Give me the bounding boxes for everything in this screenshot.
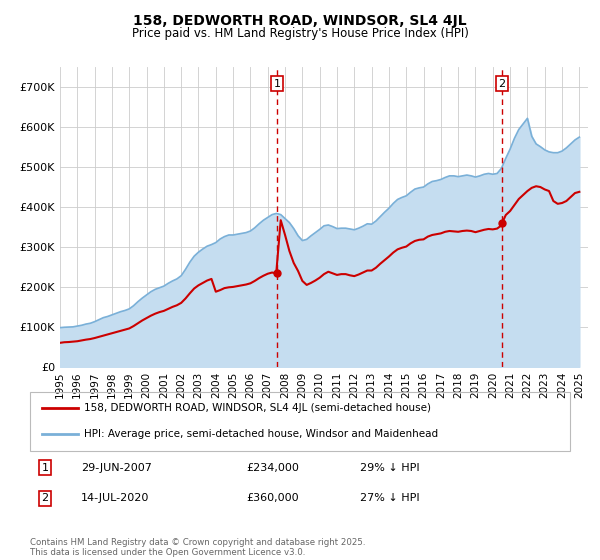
Text: £234,000: £234,000 bbox=[246, 463, 299, 473]
Text: 27% ↓ HPI: 27% ↓ HPI bbox=[360, 493, 419, 503]
Text: 2: 2 bbox=[499, 78, 506, 88]
Text: 158, DEDWORTH ROAD, WINDSOR, SL4 4JL (semi-detached house): 158, DEDWORTH ROAD, WINDSOR, SL4 4JL (se… bbox=[84, 403, 431, 413]
Text: 29% ↓ HPI: 29% ↓ HPI bbox=[360, 463, 419, 473]
Text: 14-JUL-2020: 14-JUL-2020 bbox=[81, 493, 149, 503]
Text: £360,000: £360,000 bbox=[246, 493, 299, 503]
Text: 1: 1 bbox=[41, 463, 49, 473]
Text: 29-JUN-2007: 29-JUN-2007 bbox=[81, 463, 152, 473]
Text: 1: 1 bbox=[274, 78, 281, 88]
Text: 158, DEDWORTH ROAD, WINDSOR, SL4 4JL: 158, DEDWORTH ROAD, WINDSOR, SL4 4JL bbox=[133, 14, 467, 28]
Text: Price paid vs. HM Land Registry's House Price Index (HPI): Price paid vs. HM Land Registry's House … bbox=[131, 27, 469, 40]
Text: HPI: Average price, semi-detached house, Windsor and Maidenhead: HPI: Average price, semi-detached house,… bbox=[84, 430, 438, 440]
Text: Contains HM Land Registry data © Crown copyright and database right 2025.
This d: Contains HM Land Registry data © Crown c… bbox=[30, 538, 365, 557]
Text: 2: 2 bbox=[41, 493, 49, 503]
